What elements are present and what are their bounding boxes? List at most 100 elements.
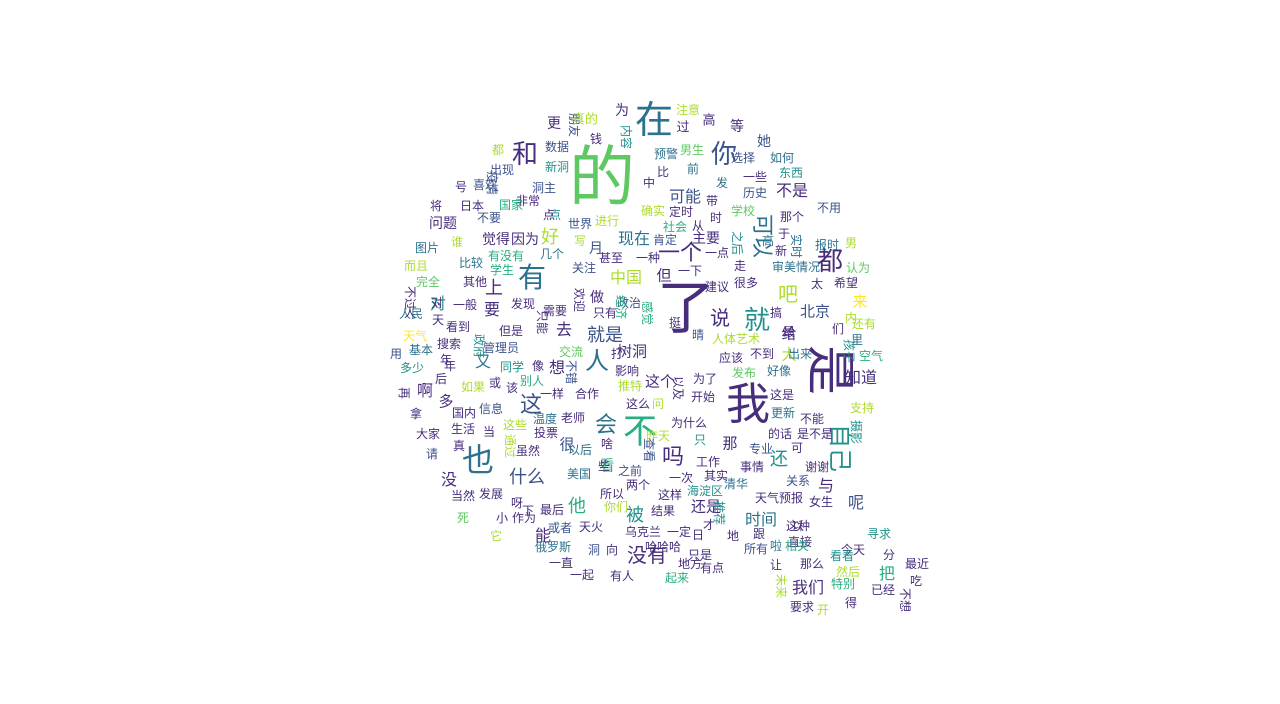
cloud-word: 搞 bbox=[769, 306, 783, 320]
cloud-word: 可能 bbox=[668, 187, 702, 206]
cloud-word: 女生 bbox=[808, 495, 834, 509]
cloud-word: 前 bbox=[686, 162, 700, 176]
cloud-word: 投票 bbox=[533, 426, 559, 440]
cloud-word: 的话 bbox=[767, 427, 793, 441]
cloud-word: 而且 bbox=[403, 259, 429, 273]
cloud-word: 之前 bbox=[617, 464, 643, 478]
cloud-word: 挺 bbox=[668, 316, 682, 330]
cloud-word: 报时 bbox=[814, 238, 840, 252]
cloud-word: 老师 bbox=[560, 411, 586, 425]
cloud-word: 什么 bbox=[509, 467, 545, 488]
cloud-word: 两个 bbox=[625, 478, 651, 492]
cloud-word: 做 bbox=[590, 290, 604, 306]
cloud-word: 和 bbox=[511, 140, 539, 170]
cloud-word: 结果 bbox=[650, 504, 676, 518]
cloud-word: 不能 bbox=[799, 412, 825, 426]
cloud-word: 人民 bbox=[398, 307, 424, 321]
cloud-word: 对 bbox=[430, 296, 444, 310]
cloud-word: 洞 bbox=[587, 543, 601, 557]
cloud-word: 呀 bbox=[510, 496, 524, 510]
cloud-word: 走 bbox=[733, 259, 747, 273]
cloud-word: 注意 bbox=[675, 103, 701, 117]
cloud-word: 定时 bbox=[668, 205, 694, 219]
cloud-word: 一直 bbox=[548, 556, 574, 570]
cloud-word: 生活 bbox=[450, 422, 476, 436]
cloud-word: 要 bbox=[483, 300, 501, 319]
cloud-word: 搜索 bbox=[436, 337, 462, 351]
cloud-word: 东西 bbox=[778, 166, 804, 180]
cloud-word: 只能 bbox=[535, 309, 549, 335]
cloud-word: 以 bbox=[791, 519, 805, 533]
cloud-word: 都 bbox=[816, 247, 844, 277]
cloud-word: 在 bbox=[634, 98, 674, 142]
cloud-word: 相关 bbox=[784, 539, 810, 553]
cloud-word: 等 bbox=[730, 119, 744, 135]
cloud-word: 今天 bbox=[840, 543, 866, 557]
cloud-word: 同学 bbox=[499, 360, 525, 374]
cloud-word: 社会 bbox=[662, 220, 688, 234]
cloud-word: 但是 bbox=[498, 324, 524, 338]
cloud-word: 影响 bbox=[614, 364, 640, 378]
cloud-word: 吧 bbox=[778, 282, 798, 306]
cloud-word: 比较 bbox=[458, 256, 484, 270]
cloud-word: 们 bbox=[831, 322, 845, 336]
cloud-word: 问 bbox=[651, 397, 665, 411]
cloud-word: 为什么 bbox=[670, 416, 708, 430]
cloud-word: 以后 bbox=[567, 443, 593, 457]
cloud-word: 有 bbox=[517, 261, 547, 294]
cloud-word: 上 bbox=[485, 278, 503, 299]
cloud-word: 的 bbox=[569, 139, 635, 216]
cloud-word: 作为 bbox=[511, 511, 537, 525]
cloud-word: 不用 bbox=[816, 201, 842, 215]
cloud-word: 跟 bbox=[752, 527, 766, 541]
cloud-word: 发展 bbox=[478, 487, 504, 501]
cloud-word: 知道 bbox=[844, 368, 878, 387]
cloud-word: 去 bbox=[555, 320, 573, 339]
cloud-word: 中 bbox=[642, 176, 656, 190]
cloud-word: 好 bbox=[541, 227, 559, 248]
cloud-word: 为 bbox=[615, 103, 629, 119]
cloud-word: 看看 bbox=[829, 549, 855, 563]
cloud-word: 起来 bbox=[664, 571, 690, 585]
cloud-word: 就是 bbox=[587, 325, 623, 346]
cloud-word: 天火 bbox=[578, 520, 604, 534]
cloud-word: 也 bbox=[461, 441, 495, 479]
cloud-word: 大 bbox=[781, 345, 797, 364]
cloud-word: 给 bbox=[781, 324, 797, 343]
cloud-word: 那么 bbox=[799, 557, 825, 571]
cloud-word: 它 bbox=[489, 529, 503, 543]
cloud-word: 海淀区 bbox=[686, 484, 724, 498]
cloud-word: 管理员 bbox=[482, 341, 520, 355]
cloud-word: 还是 bbox=[690, 497, 722, 516]
cloud-word: 下 bbox=[521, 504, 535, 518]
cloud-word: 开始 bbox=[690, 390, 716, 404]
cloud-word: 但 bbox=[656, 266, 672, 285]
cloud-word: 哈哈哈 bbox=[644, 540, 682, 554]
cloud-word: 你 bbox=[710, 140, 738, 170]
cloud-word: 我们 bbox=[791, 578, 825, 597]
cloud-word: 最 bbox=[782, 325, 796, 339]
cloud-word: 才 bbox=[702, 518, 716, 532]
cloud-word: 政治 bbox=[616, 296, 642, 310]
cloud-word: 很多 bbox=[733, 276, 759, 290]
cloud-word: 不是 bbox=[775, 181, 809, 200]
cloud-word: 选择 bbox=[730, 151, 756, 165]
cloud-word: 建议 bbox=[704, 280, 730, 294]
cloud-word: 是不是 bbox=[796, 427, 834, 441]
cloud-word: 感觉 bbox=[640, 300, 654, 326]
cloud-word: 交流 bbox=[558, 345, 584, 359]
cloud-word: 温度 bbox=[532, 412, 558, 426]
cloud-word: 男生 bbox=[679, 143, 705, 157]
cloud-word: 月 bbox=[589, 241, 603, 257]
cloud-word: 当然 bbox=[450, 489, 476, 503]
cloud-word: 数据 bbox=[544, 140, 570, 154]
cloud-word: 打 bbox=[610, 347, 624, 361]
cloud-word: 这些 bbox=[502, 418, 528, 432]
cloud-word: 都 bbox=[491, 143, 505, 157]
cloud-word: 呢 bbox=[847, 493, 865, 512]
cloud-word: 出来 bbox=[787, 347, 813, 361]
cloud-word: 其他 bbox=[462, 275, 488, 289]
cloud-word: 真 bbox=[452, 439, 466, 453]
cloud-word: 钱 bbox=[589, 132, 603, 146]
cloud-word: 又 bbox=[474, 352, 492, 371]
